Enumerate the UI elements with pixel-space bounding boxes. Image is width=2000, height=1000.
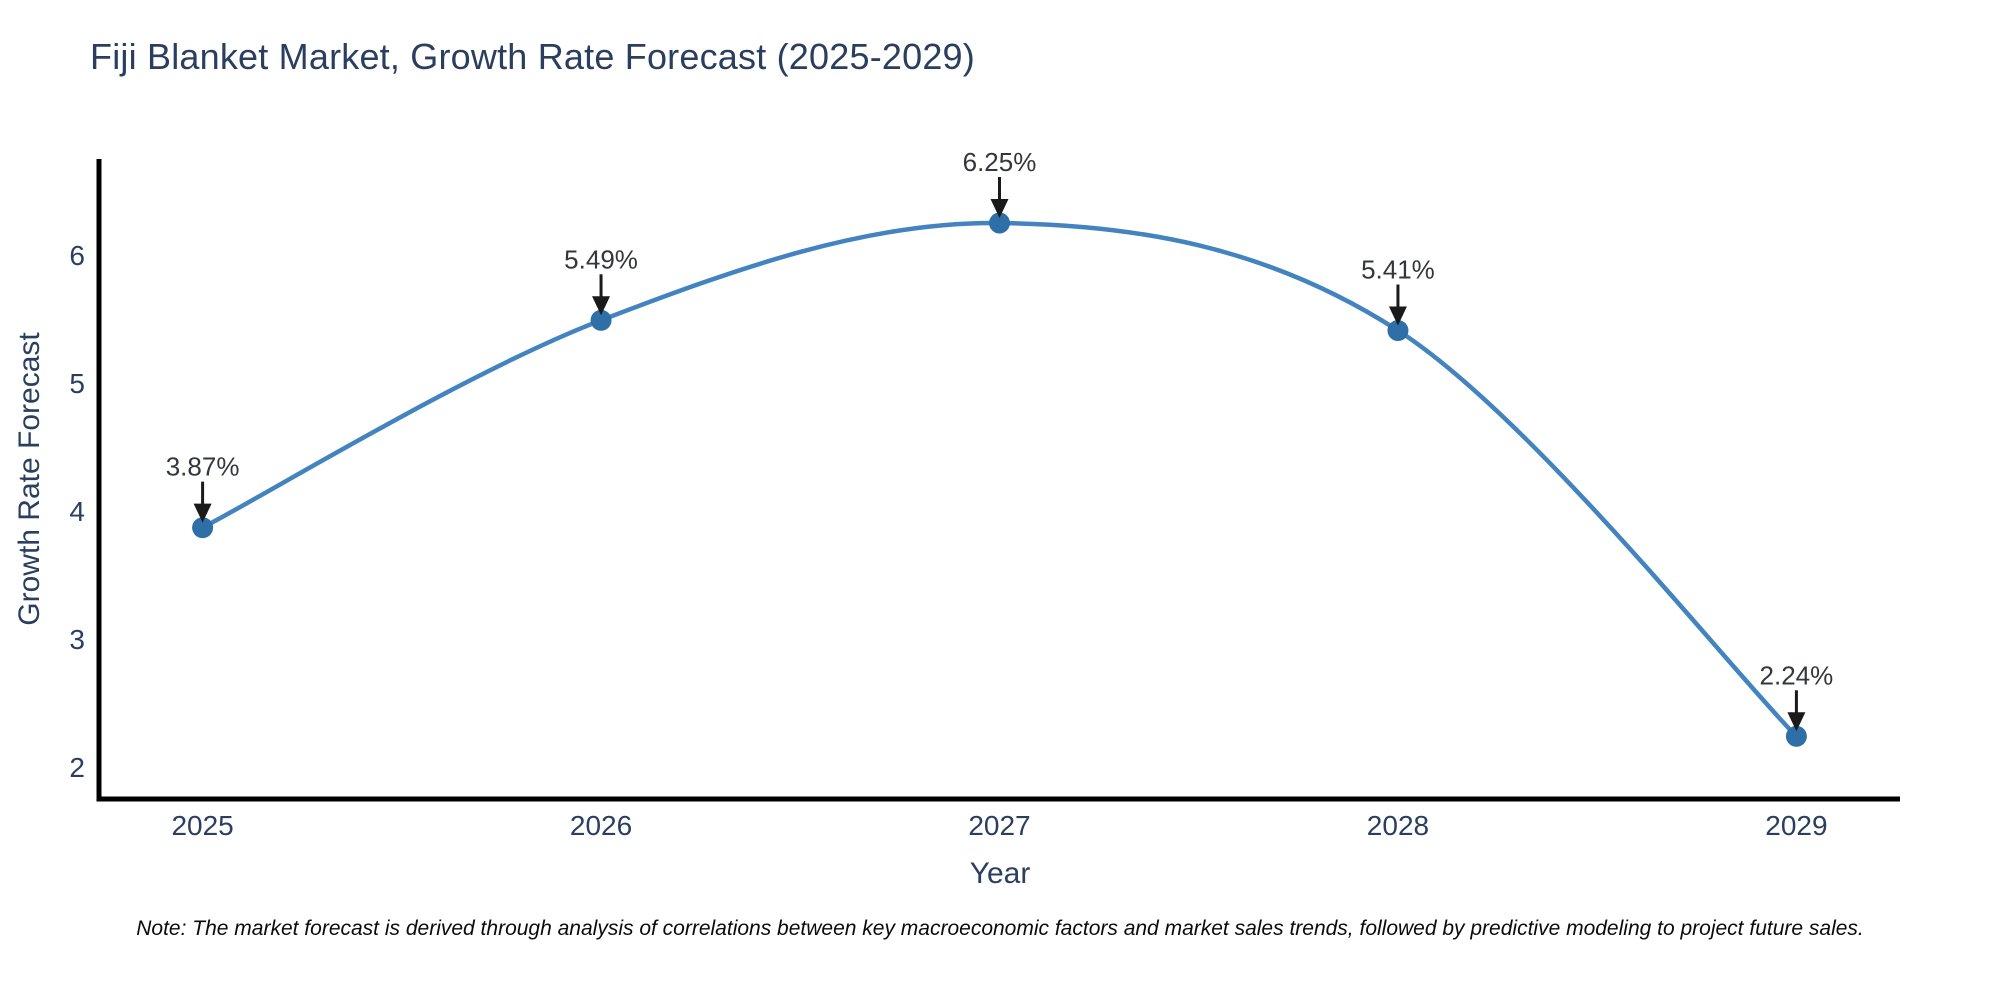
annotation-arrowhead <box>193 503 212 523</box>
annotation-arrowhead <box>592 296 611 316</box>
data-point-label: 5.49% <box>564 244 638 274</box>
x-tick-label: 2025 <box>171 810 233 841</box>
y-tick-label: 4 <box>69 496 85 527</box>
data-point-2028 <box>1387 320 1409 342</box>
x-tick-label: 2028 <box>1367 810 1429 841</box>
x-tick-label: 2029 <box>1765 810 1827 841</box>
annotation-arrowhead <box>1787 712 1806 732</box>
data-point-2029 <box>1785 725 1807 747</box>
data-point-2026 <box>590 309 612 331</box>
data-point-label: 5.41% <box>1361 255 1435 285</box>
data-point-label: 2.24% <box>1760 660 1834 690</box>
x-tick-label: 2026 <box>570 810 632 841</box>
annotation-arrowhead <box>990 199 1009 218</box>
x-tick-label: 2027 <box>968 810 1030 841</box>
annotation-arrowhead <box>1388 306 1407 326</box>
data-point-2027 <box>989 212 1010 234</box>
footnote: Note: The market forecast is derived thr… <box>136 917 1864 940</box>
data-point-2025 <box>192 517 214 539</box>
data-point-label: 3.87% <box>166 452 240 482</box>
chart-title: Fiji Blanket Market, Growth Rate Forecas… <box>90 36 975 77</box>
y-tick-label: 6 <box>69 240 85 271</box>
y-tick-label: 3 <box>69 624 85 655</box>
forecast-line <box>200 220 1799 739</box>
y-axis-title: Growth Rate Forecast <box>13 332 46 626</box>
y-tick-label: 5 <box>69 368 85 399</box>
x-axis-title: Year <box>969 857 1031 890</box>
y-tick-label: 2 <box>69 752 85 783</box>
data-point-label: 6.25% <box>963 147 1037 177</box>
